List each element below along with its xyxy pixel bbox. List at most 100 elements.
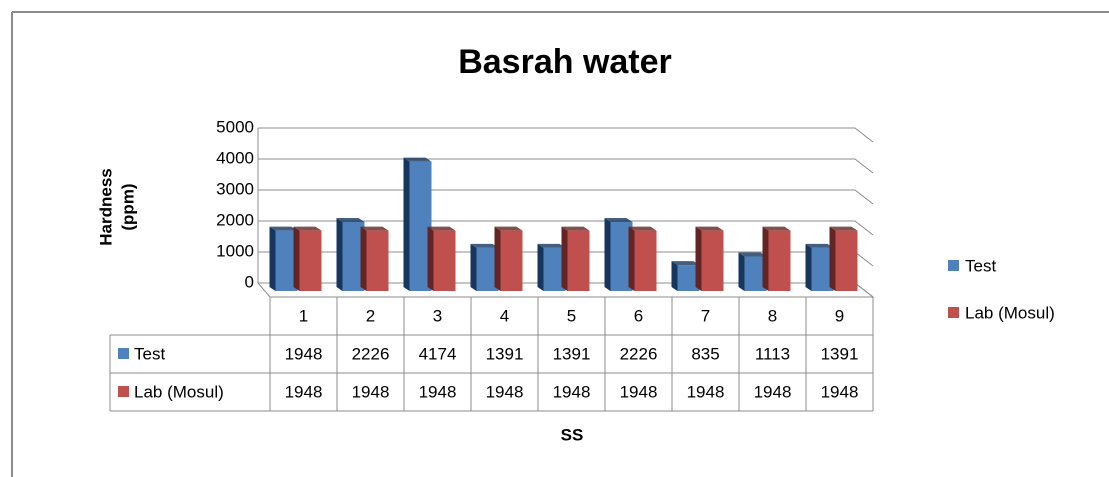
bar — [835, 230, 858, 291]
table-value: 4174 — [419, 344, 457, 363]
legend-label: Lab (Mosul) — [965, 303, 1055, 322]
table-value: 1948 — [486, 382, 524, 401]
bar-side — [537, 243, 544, 291]
table-value: 1948 — [821, 382, 859, 401]
y-axis-title-line: (ppm) — [118, 183, 137, 230]
y-tick-label: 1000 — [216, 241, 254, 260]
bar-top — [805, 243, 834, 248]
bar-top — [293, 226, 322, 231]
bar-top — [671, 261, 700, 266]
table-value: 1948 — [620, 382, 658, 401]
x-tick-label: 1 — [299, 306, 308, 325]
bar-top — [762, 226, 791, 231]
bar-side — [336, 217, 343, 291]
bar-top — [829, 226, 858, 231]
grid-line — [258, 189, 874, 205]
bar — [299, 230, 322, 291]
y-tick-label: 0 — [245, 272, 254, 291]
legend-label: Test — [965, 256, 996, 275]
bar — [366, 230, 389, 291]
table-value: 1391 — [486, 344, 524, 363]
bar-side — [604, 217, 611, 291]
x-tick-label: 4 — [500, 306, 509, 325]
grid-line — [258, 220, 874, 236]
bar-top — [427, 226, 456, 231]
bar-side — [695, 226, 702, 291]
bar-side — [829, 226, 836, 291]
table-value: 1948 — [687, 382, 725, 401]
bar-side — [805, 243, 812, 291]
table-value: 835 — [691, 344, 719, 363]
legend-key — [948, 260, 959, 271]
bar — [275, 230, 298, 291]
bar-top — [336, 217, 365, 222]
bar — [701, 230, 724, 291]
table-value: 1948 — [285, 382, 323, 401]
x-tick-label: 3 — [433, 306, 442, 325]
y-tick-label: 3000 — [216, 179, 254, 198]
x-axis-title: SS — [561, 425, 584, 444]
x-tick-label: 8 — [768, 306, 777, 325]
bar-top — [403, 157, 432, 162]
bar — [476, 247, 499, 291]
table-value: 1113 — [755, 344, 790, 363]
bar — [634, 230, 657, 291]
table-value: 1391 — [821, 344, 859, 363]
bar-top — [494, 226, 523, 231]
bar-side — [427, 226, 434, 291]
x-tick-label: 2 — [366, 306, 375, 325]
y-axis-title-line: Hardness — [96, 168, 115, 245]
table-value: 1948 — [553, 382, 591, 401]
bar-side — [762, 226, 769, 291]
table-value: 1948 — [352, 382, 390, 401]
y-axis-title: Hardness (ppm) — [96, 168, 137, 245]
bar-top — [561, 226, 590, 231]
bar-side — [628, 226, 635, 291]
bar-top — [695, 226, 724, 231]
bar — [768, 230, 791, 291]
bar — [409, 161, 432, 291]
bar-side — [403, 157, 410, 291]
table-legend-key — [118, 348, 129, 359]
x-tick-label: 7 — [701, 306, 710, 325]
bar-top — [604, 217, 633, 222]
bar — [744, 256, 767, 291]
bar-side — [269, 226, 276, 291]
table-value: 2226 — [620, 344, 658, 363]
bar — [567, 230, 590, 291]
bar — [677, 265, 700, 291]
x-tick-label: 6 — [634, 306, 643, 325]
bar-top — [360, 226, 389, 231]
table-value: 1391 — [553, 344, 591, 363]
bar-side — [738, 252, 745, 291]
bar-side — [494, 226, 501, 291]
bar-top — [537, 243, 566, 248]
table-value: 1948 — [419, 382, 457, 401]
bar-top — [269, 226, 298, 231]
bar — [610, 221, 633, 291]
table-series-name: Test — [134, 344, 165, 363]
bar — [543, 247, 566, 291]
bar-side — [470, 243, 477, 291]
bar-top — [738, 252, 767, 257]
bar — [342, 221, 365, 291]
table-value: 1948 — [285, 344, 323, 363]
x-tick-label: 9 — [835, 306, 844, 325]
bar — [811, 247, 834, 291]
table-series-name: Lab (Mosul) — [134, 382, 224, 401]
bar-top — [628, 226, 657, 231]
grid-line — [258, 127, 874, 143]
bar — [433, 230, 456, 291]
bar-side — [293, 226, 300, 291]
table-legend-key — [118, 386, 129, 397]
y-tick-label: 2000 — [216, 210, 254, 229]
chart-title: Basrah water — [458, 43, 672, 81]
bar-side — [561, 226, 568, 291]
legend-key — [948, 307, 959, 318]
bar-side — [671, 261, 678, 291]
y-tick-label: 4000 — [216, 148, 254, 167]
bar-top — [470, 243, 499, 248]
table-value: 2226 — [352, 344, 390, 363]
y-tick-label: 5000 — [216, 117, 254, 136]
